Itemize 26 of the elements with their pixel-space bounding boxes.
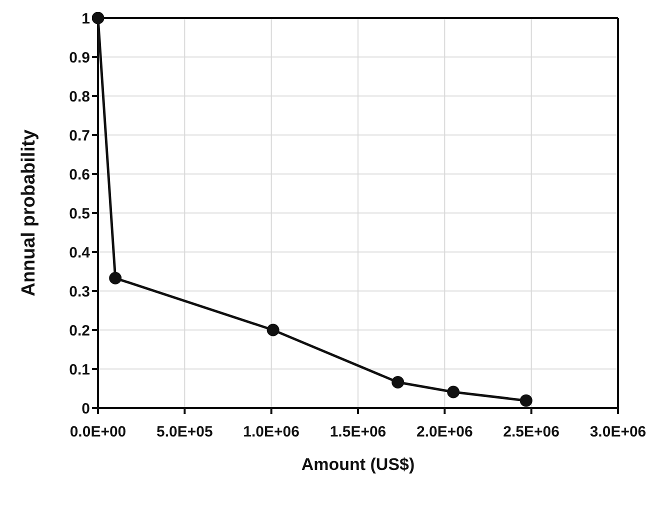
point <box>266 324 280 336</box>
y-tick-label: 1 <box>82 10 90 28</box>
y-tick-label: 0.7 <box>69 127 90 144</box>
point <box>92 12 104 24</box>
x-tick-label: 1.5E+06 <box>330 424 386 441</box>
y-tick-label: 0.1 <box>69 361 90 378</box>
point <box>392 376 404 389</box>
x-tick-label: 5.0E+05 <box>156 424 213 441</box>
x-tick-label: 0.0E+00 <box>70 424 126 441</box>
y-tick-label: 0.8 <box>69 88 90 106</box>
y-tick-label: 0.4 <box>69 244 91 262</box>
y-tick-label: 0.5 <box>69 205 90 222</box>
x-tick-label: 2.0E+06 <box>416 424 473 441</box>
point <box>520 394 532 407</box>
point <box>109 272 122 284</box>
x-axis-title: Amount (US$) <box>301 455 415 474</box>
point <box>447 386 460 398</box>
y-axis-title: Annual probability <box>18 129 40 296</box>
y-tick-label: 0.2 <box>69 322 90 340</box>
y-tick-label: 0.3 <box>69 283 90 300</box>
y-tick-label: 0.9 <box>69 49 90 66</box>
x-tick-label: 2.5E+06 <box>503 424 560 441</box>
y-tick-label: 0 <box>82 400 90 418</box>
y-tick-label: 0.6 <box>69 166 90 184</box>
x-tick-label: 1.0E+06 <box>243 424 300 441</box>
x-tick-label: 3.0E+06 <box>590 424 646 441</box>
